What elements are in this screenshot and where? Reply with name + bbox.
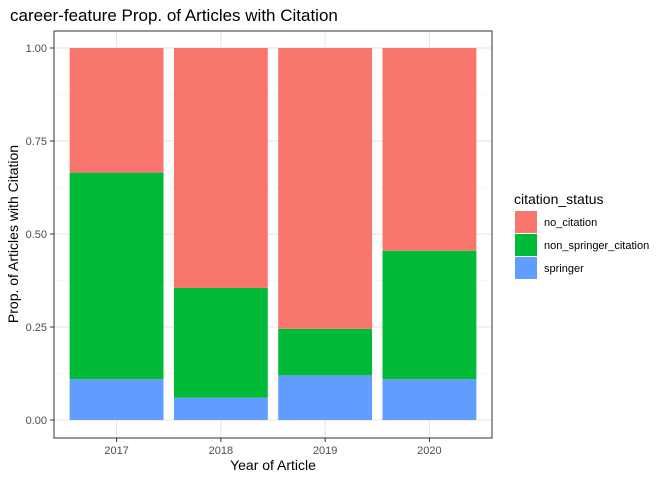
- chart-title: career-feature Prop. of Articles with Ci…: [10, 6, 338, 25]
- legend-label-non_springer_citation: non_springer_citation: [544, 240, 649, 252]
- bar-springer-2018: [173, 397, 268, 420]
- x-axis-label: Year of Article: [230, 457, 316, 473]
- x-tick-label: 2017: [104, 445, 128, 457]
- axes-layer: 0.00 0.25 0.50 0.75 1.00 2017 2018 2019 2020: [26, 30, 493, 457]
- legend-label-no_citation: no_citation: [544, 217, 597, 229]
- bar-no_citation-2018: [173, 48, 268, 288]
- y-tick-label: 0.00: [26, 415, 47, 427]
- x-tick-label: 2019: [313, 445, 337, 457]
- legend-title: citation_status: [514, 191, 604, 207]
- bar-non_springer_citation-2017: [69, 172, 164, 380]
- x-tick-label: 2018: [209, 445, 233, 457]
- legend-label-springer: springer: [544, 263, 584, 275]
- legend-key-no_citation: [515, 211, 537, 233]
- legend: citation_status no_citation non_springer_…: [514, 191, 649, 279]
- bars-layer: [69, 48, 477, 420]
- bar-no_citation-2019: [278, 48, 373, 329]
- bar-non_springer_citation-2020: [382, 250, 477, 380]
- y-tick-label: 0.75: [26, 136, 47, 148]
- y-tick-label: 0.50: [26, 229, 47, 241]
- bar-non_springer_citation-2019: [278, 328, 373, 376]
- bar-non_springer_citation-2018: [173, 287, 268, 398]
- bar-springer-2020: [382, 379, 477, 420]
- y-tick-label: 1.00: [26, 43, 47, 55]
- legend-key-non_springer_citation: [515, 234, 537, 256]
- bar-springer-2017: [69, 379, 164, 420]
- y-axis-label: Prop. of Articles with Citation: [5, 145, 21, 323]
- bar-no_citation-2020: [382, 48, 477, 251]
- bar-springer-2019: [278, 375, 373, 420]
- y-tick-label: 0.25: [26, 322, 47, 334]
- legend-items: no_citation non_springer_citation springer: [515, 211, 649, 279]
- x-tick-label: 2020: [417, 445, 441, 457]
- bar-no_citation-2017: [69, 48, 164, 173]
- legend-key-springer: [515, 257, 537, 279]
